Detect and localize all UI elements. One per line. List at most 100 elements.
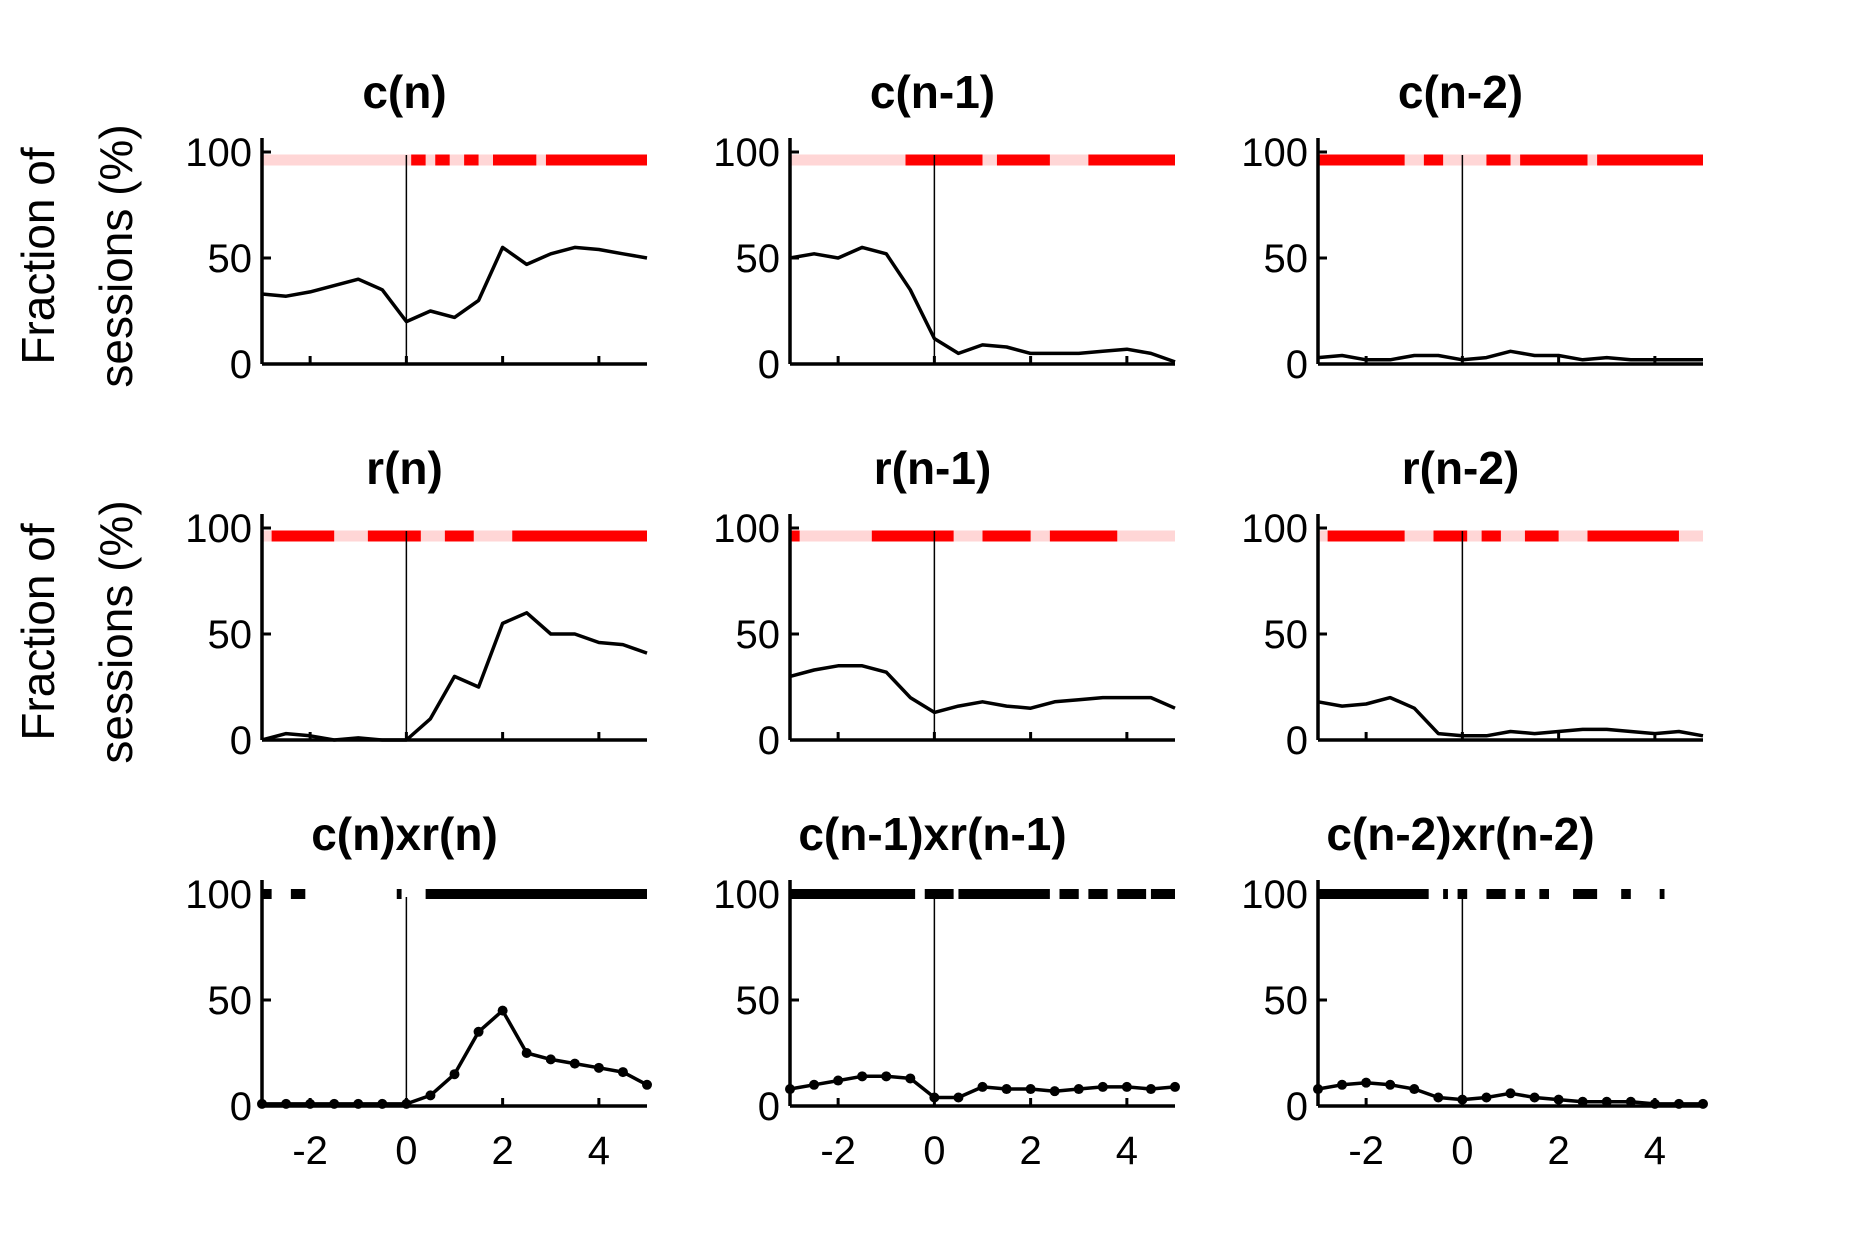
y-tick-label: 0 (230, 343, 252, 387)
data-point (305, 1098, 316, 1109)
y-tick-label: 50 (736, 613, 781, 657)
panel-title: c(n-1) (870, 66, 995, 118)
data-point (425, 1090, 436, 1101)
panel-title: r(n-2) (1402, 442, 1520, 494)
y-tick-label: 0 (230, 1085, 252, 1129)
y-tick-label: 100 (713, 131, 780, 175)
panel-title: c(n)xr(n) (311, 808, 498, 860)
panel-title: c(n-2) (1398, 66, 1523, 118)
data-point (521, 1048, 532, 1058)
data-series-line (262, 1008, 648, 1106)
y-tick-label: 50 (736, 237, 781, 281)
y-tick-label: 0 (1286, 1085, 1308, 1129)
panel-title: r(n-1) (874, 442, 992, 494)
y-tick-label: 0 (758, 719, 780, 763)
data-point (1001, 1084, 1012, 1095)
data-point (929, 1092, 940, 1103)
y-tick-label: 0 (1286, 343, 1308, 387)
data-point (1170, 1081, 1180, 1092)
data-point (1601, 1096, 1612, 1107)
y-tick-label: 100 (185, 131, 252, 175)
data-point (905, 1073, 916, 1084)
data-point (545, 1054, 556, 1065)
y-tick-label: 50 (208, 979, 253, 1023)
y-tick-label: 100 (713, 873, 780, 917)
data-point (1385, 1079, 1396, 1090)
data-point (617, 1067, 628, 1078)
data-point (353, 1098, 364, 1109)
y-tick-label: 100 (185, 507, 252, 551)
y-axis-label-row1-line2: sessions (%) (90, 124, 142, 387)
data-point (642, 1079, 652, 1090)
panel-title: c(n) (362, 66, 446, 118)
data-point (1577, 1096, 1588, 1107)
y-axis-label-row1-line1: Fraction of (12, 147, 64, 365)
data-point (1529, 1092, 1540, 1103)
data-point (449, 1069, 460, 1080)
data-series-line (1317, 695, 1704, 738)
data-point (1625, 1096, 1636, 1107)
y-axis-label-row2-line2: sessions (%) (90, 500, 142, 763)
data-point (977, 1081, 988, 1092)
data-point (953, 1092, 964, 1103)
y-axis-label-row2-line1: Fraction of (12, 523, 64, 741)
x-tick-label: 4 (588, 1129, 610, 1173)
data-point (809, 1079, 820, 1090)
data-point (593, 1062, 604, 1073)
data-point (881, 1071, 892, 1082)
y-tick-label: 50 (736, 979, 781, 1023)
data-point (473, 1026, 484, 1037)
x-tick-label: -2 (1348, 1129, 1384, 1173)
y-tick-label: 0 (758, 1085, 780, 1129)
data-point (1409, 1084, 1420, 1095)
data-point (257, 1098, 267, 1109)
data-point (1145, 1084, 1156, 1095)
x-tick-label: 2 (1020, 1129, 1042, 1173)
panel-title: c(n-1)xr(n-1) (798, 808, 1066, 860)
y-tick-label: 0 (230, 719, 252, 763)
data-series-line (789, 245, 1176, 364)
data-series-line (1317, 349, 1703, 362)
x-tick-label: -2 (292, 1129, 328, 1173)
data-point (1073, 1084, 1084, 1095)
data-point (857, 1071, 868, 1082)
data-point (1553, 1094, 1564, 1105)
data-series-line (789, 664, 1176, 715)
y-tick-label: 100 (1241, 131, 1308, 175)
y-tick-label: 50 (1264, 613, 1309, 657)
x-tick-label: 4 (1644, 1129, 1666, 1173)
data-point (281, 1098, 292, 1109)
data-point (329, 1098, 340, 1109)
data-point (1481, 1092, 1492, 1103)
y-tick-label: 50 (1264, 979, 1309, 1023)
y-tick-label: 0 (1286, 719, 1308, 763)
x-tick-label: 0 (1451, 1129, 1473, 1173)
y-tick-label: 100 (713, 507, 780, 551)
data-point (833, 1075, 844, 1086)
data-point (1097, 1081, 1108, 1092)
data-point (1049, 1086, 1060, 1097)
y-tick-label: 100 (185, 873, 252, 917)
x-tick-label: 0 (923, 1129, 945, 1173)
y-tick-label: 100 (1241, 507, 1308, 551)
data-point (1313, 1084, 1323, 1095)
y-tick-label: 100 (1241, 873, 1308, 917)
data-point (785, 1084, 795, 1095)
y-tick-label: 50 (208, 237, 253, 281)
data-point (497, 1005, 508, 1016)
data-point (1433, 1092, 1444, 1103)
y-tick-label: 0 (758, 343, 780, 387)
data-point (1649, 1098, 1660, 1109)
data-point (377, 1098, 388, 1109)
data-point (1025, 1084, 1036, 1095)
data-point (401, 1098, 412, 1109)
x-tick-label: -2 (820, 1129, 856, 1173)
data-point (1361, 1077, 1372, 1088)
data-point (1457, 1094, 1468, 1105)
data-point (1698, 1098, 1708, 1109)
y-tick-label: 50 (208, 613, 253, 657)
x-tick-label: 2 (1548, 1129, 1570, 1173)
x-tick-label: 4 (1116, 1129, 1138, 1173)
data-point (1337, 1079, 1348, 1090)
